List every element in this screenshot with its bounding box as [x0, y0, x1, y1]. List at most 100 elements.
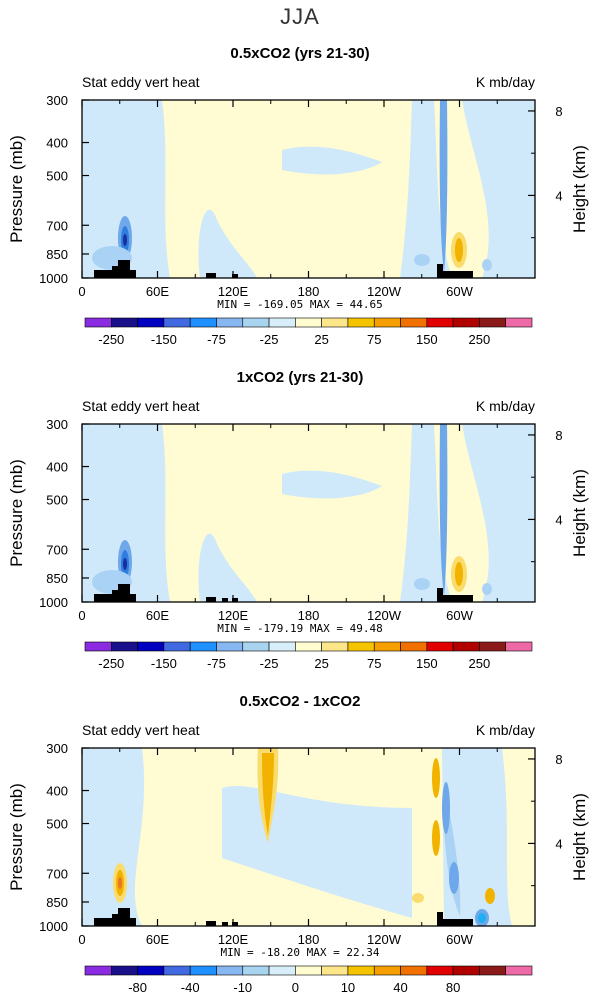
panel-title: 0.5xCO2 (yrs 21-30)	[230, 45, 369, 62]
y-tick-label: 300	[46, 741, 68, 756]
positive-core	[455, 562, 463, 586]
y-tick-label: 400	[46, 460, 68, 475]
contour-field	[82, 100, 535, 278]
y2-tick-label: 4	[555, 188, 562, 203]
negative-region	[482, 583, 492, 595]
positive-core	[485, 888, 495, 904]
positive-core	[118, 877, 122, 889]
colorbar-swatch	[400, 641, 428, 652]
x-tick-label: 120W	[367, 608, 402, 623]
colorbar-swatch	[216, 317, 244, 328]
colorbar-swatch	[110, 641, 138, 652]
y-tick-label: 700	[46, 542, 68, 557]
colorbar-swatch	[373, 641, 401, 652]
negative-region	[400, 424, 452, 602]
colorbar-swatch	[505, 965, 533, 976]
y2-axis-label: Height (km)	[570, 793, 589, 881]
colorbar-label: -25	[260, 656, 279, 671]
x-tick-label: 60W	[446, 932, 473, 947]
colorbar-swatch	[110, 317, 138, 328]
y-axis-label: Pressure (mb)	[7, 783, 26, 891]
colorbar-label: -150	[151, 332, 177, 347]
colorbar-swatch	[268, 641, 296, 652]
topography-mask	[232, 598, 238, 602]
topography-mask	[232, 922, 238, 926]
colorbar-swatch	[163, 641, 191, 652]
x-tick-label: 120W	[367, 932, 402, 947]
panel-units-label: K mb/day	[476, 74, 535, 90]
topography-mask	[232, 274, 238, 278]
colorbar-swatch	[452, 641, 480, 652]
y-tick-label: 1000	[39, 595, 68, 610]
y-tick-label: 1000	[39, 919, 68, 934]
negative-region	[482, 259, 492, 271]
colorbar-swatch	[189, 965, 217, 976]
x-tick-label: 60W	[446, 608, 473, 623]
min-max-stats: MIN = -179.19 MAX = 49.48	[217, 622, 383, 635]
colorbar-label: 250	[469, 656, 491, 671]
negative-region	[414, 578, 430, 590]
panel-units-label: K mb/day	[476, 398, 535, 414]
x-tick-label: 60E	[146, 608, 169, 623]
colorbar-swatch	[137, 641, 165, 652]
colorbar-swatch	[137, 317, 165, 328]
topography-mask	[443, 595, 473, 602]
topography-mask	[206, 597, 216, 602]
strong-negative-region	[439, 424, 448, 597]
negative-region	[282, 146, 382, 175]
min-max-stats: MIN = -169.05 MAX = 44.65	[217, 298, 383, 311]
colorbar-swatch	[110, 965, 138, 976]
colorbar-swatch	[216, 641, 244, 652]
min-max-stats: MIN = -18.20 MAX = 22.34	[221, 946, 380, 959]
y-tick-label: 850	[46, 571, 68, 586]
x-tick-label: 120E	[218, 284, 249, 299]
colorbar-swatch	[216, 965, 244, 976]
y-tick-label: 400	[46, 136, 68, 151]
x-tick-label: 120W	[367, 284, 402, 299]
negative-core	[449, 862, 459, 894]
colorbar-label: 40	[393, 980, 407, 995]
x-tick-label: 0	[78, 608, 85, 623]
colorbar-label: 80	[446, 980, 460, 995]
colorbar-swatch	[347, 317, 375, 328]
panel-title: 0.5xCO2 - 1xCO2	[240, 693, 361, 710]
topography-mask	[130, 918, 136, 926]
negative-core	[442, 782, 450, 834]
colorbar-label: -75	[207, 656, 226, 671]
colorbar-swatch	[295, 317, 322, 328]
chart-panel-2: 1xCO2 (yrs 21-30) Stat eddy vert heat K mb…	[7, 369, 589, 671]
x-tick-label: 0	[78, 932, 85, 947]
colorbar-label: 25	[314, 332, 328, 347]
negative-region	[82, 100, 170, 278]
topography-mask	[118, 260, 130, 278]
topography-mask	[443, 919, 473, 926]
colorbar-swatch	[84, 641, 112, 652]
negative-region	[400, 100, 452, 278]
topography-mask	[437, 264, 443, 278]
topography-mask	[94, 918, 122, 926]
topography-mask	[118, 908, 130, 926]
positive-core	[432, 758, 440, 798]
colorbar-label: -250	[98, 332, 124, 347]
colorbar-swatch	[189, 641, 217, 652]
negative-core	[123, 234, 127, 246]
topography-mask	[222, 922, 228, 926]
colorbar-label: -250	[98, 656, 124, 671]
colorbar-swatch	[373, 965, 401, 976]
negative-region	[462, 100, 535, 278]
panel-title: 1xCO2 (yrs 21-30)	[237, 369, 364, 386]
topography-mask	[443, 271, 473, 278]
negative-region	[82, 748, 145, 926]
topography-mask	[130, 270, 136, 278]
colorbar-swatch	[479, 317, 507, 328]
contour-field	[82, 424, 535, 602]
colorbar-swatch	[84, 317, 112, 328]
y2-tick-label: 4	[555, 512, 562, 527]
colorbar-swatch	[426, 965, 454, 976]
colorbar-swatch	[347, 965, 375, 976]
topography-mask	[118, 584, 130, 602]
colorbar-swatch	[295, 641, 322, 652]
y-tick-label: 300	[46, 93, 68, 108]
y2-tick-label: 4	[555, 836, 562, 851]
